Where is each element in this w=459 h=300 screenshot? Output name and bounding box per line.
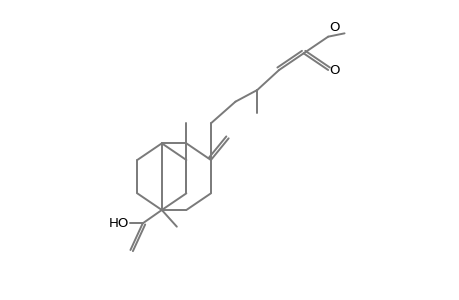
- Text: O: O: [329, 64, 340, 76]
- Text: O: O: [329, 21, 340, 34]
- Text: HO: HO: [108, 217, 129, 230]
